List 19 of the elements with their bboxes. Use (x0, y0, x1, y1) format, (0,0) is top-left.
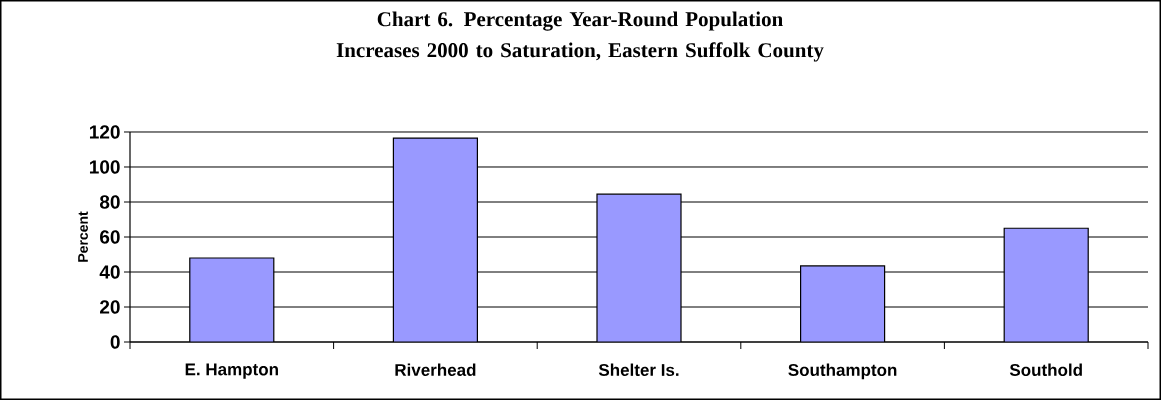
x-tick-label: Southold (1009, 363, 1082, 377)
y-tick-label: 80 (99, 195, 120, 209)
y-tick-label: 100 (89, 160, 120, 174)
bar (392, 137, 478, 342)
y-axis-title: Percent (78, 211, 88, 262)
bar (1003, 227, 1089, 342)
x-tick-label: Riverhead (395, 363, 476, 377)
y-tick-label: 40 (99, 265, 120, 279)
bar (800, 265, 886, 342)
y-tick-label: 0 (110, 335, 120, 349)
x-tick-label: Southampton (788, 363, 897, 380)
bar (596, 193, 682, 342)
chart-title: Chart 6. Percentage Year-Round Population Increases 2000 to Saturation, Eastern Suffolk County (336, 11, 824, 62)
y-tick-label: 60 (100, 230, 120, 244)
x-tick-label: Shelter Is. (598, 363, 679, 377)
y-tick-label: 120 (89, 125, 120, 139)
y-tick-label: 20 (100, 300, 120, 314)
x-tick-label: E. Hampton (185, 363, 278, 379)
bar (189, 257, 275, 342)
